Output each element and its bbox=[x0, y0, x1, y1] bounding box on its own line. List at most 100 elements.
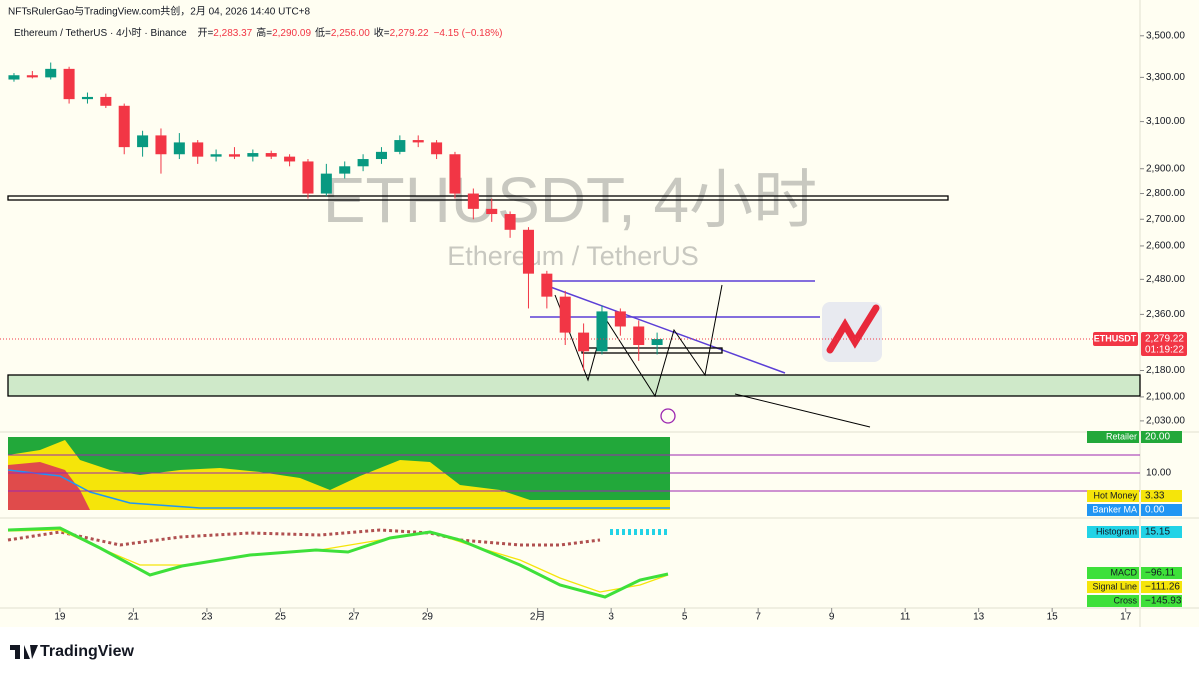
candle-body bbox=[339, 166, 351, 174]
indicator-value: 3.33 bbox=[1145, 491, 1165, 502]
x-tick-label: 27 bbox=[348, 612, 360, 623]
banker-area bbox=[8, 462, 90, 510]
indicator-name-tag bbox=[1087, 567, 1139, 579]
countdown: 01:19:22 bbox=[1145, 345, 1184, 356]
x-tick-label: 7 bbox=[755, 612, 761, 623]
indicator-value-tag bbox=[1141, 567, 1182, 579]
candle-body bbox=[284, 156, 296, 162]
support-zone bbox=[7, 374, 1141, 397]
candle-body bbox=[26, 75, 38, 78]
x-tick-label: 9 bbox=[829, 612, 835, 623]
candle-body bbox=[467, 193, 479, 209]
candle-body bbox=[541, 273, 553, 297]
x-tick-label: 13 bbox=[973, 612, 985, 623]
x-tick-label: 15 bbox=[1047, 612, 1059, 623]
indicator-name-tag bbox=[1087, 581, 1139, 593]
x-tick-label: 3 bbox=[608, 612, 614, 623]
candle-body bbox=[578, 332, 590, 352]
indicator-value-tag bbox=[1141, 431, 1182, 443]
candle-body bbox=[155, 135, 167, 155]
candle-body bbox=[486, 208, 498, 215]
chart-icon-arrow bbox=[826, 304, 880, 354]
candle-body bbox=[412, 140, 424, 143]
indicator-value: 15.15 bbox=[1145, 527, 1170, 538]
candle-body bbox=[394, 140, 406, 152]
candle-body bbox=[100, 96, 112, 106]
hot-money-area bbox=[8, 440, 670, 510]
y-tick-label: 3,300.00 bbox=[1146, 72, 1185, 83]
y-tick-label: 2,480.00 bbox=[1146, 274, 1185, 285]
indicator-name: Banker MA bbox=[1092, 504, 1137, 514]
pattern-path bbox=[554, 284, 723, 398]
indicator-name-tag bbox=[1087, 431, 1139, 443]
legend: Ethereum / TetherUS · 4小时 · Binance 开=2,… bbox=[14, 26, 503, 39]
x-tick-label: 11 bbox=[900, 612, 911, 623]
y-tick-label: 2,600.00 bbox=[1146, 241, 1185, 252]
candle-body bbox=[559, 296, 571, 333]
x-tick-label: 17 bbox=[1120, 612, 1132, 623]
event-icon bbox=[660, 408, 676, 424]
candle-body bbox=[320, 173, 332, 194]
indicator-scale-label: 10.00 bbox=[1146, 468, 1171, 479]
ohlc-label: 开= bbox=[197, 28, 213, 39]
indicator-value: 0.00 bbox=[1145, 505, 1165, 516]
y-tick-label: 3,100.00 bbox=[1146, 116, 1185, 127]
candle-body bbox=[8, 75, 20, 80]
candle-body bbox=[228, 154, 240, 157]
ohlc-label: 收= bbox=[374, 26, 390, 39]
ohlc-value: 2,283.37 bbox=[213, 28, 252, 39]
indicator-value-tag bbox=[1141, 581, 1182, 593]
x-tick-label: 5 bbox=[682, 612, 688, 623]
money-flow-pane bbox=[7, 437, 1140, 510]
ohlc-value: 2,290.09 bbox=[272, 28, 311, 39]
logo-mark bbox=[10, 645, 38, 659]
indicator-value-tag bbox=[1141, 526, 1182, 538]
candle-body bbox=[45, 68, 57, 78]
x-tick-label: 29 bbox=[422, 612, 434, 623]
x-tick-label: 23 bbox=[201, 612, 213, 623]
change: −4.15 (−0.18%) bbox=[434, 28, 503, 39]
footer-bar bbox=[0, 627, 1199, 675]
candle-body bbox=[63, 68, 75, 100]
x-tick-label: 19 bbox=[54, 612, 66, 623]
indicator-value: −111.26 bbox=[1145, 582, 1180, 593]
symbol: Ethereum / TetherUS · 4小时 · Binance bbox=[14, 27, 187, 39]
candle-body bbox=[651, 339, 663, 346]
y-tick-label: 3,500.00 bbox=[1146, 30, 1185, 41]
y-tick-label: 2,700.00 bbox=[1146, 214, 1185, 225]
brand: TradingView bbox=[40, 643, 135, 660]
candle-body bbox=[375, 151, 387, 160]
candle-body bbox=[265, 153, 277, 157]
credit: NFTsRulerGao与TradingView.com共创，2月 04, 20… bbox=[8, 5, 311, 18]
y-tick-label: 2,100.00 bbox=[1146, 392, 1185, 403]
projection-line bbox=[734, 393, 871, 428]
x-tick-label: 21 bbox=[128, 612, 140, 623]
macd-line bbox=[7, 526, 669, 599]
candle-body bbox=[633, 326, 645, 346]
x-tick-label: 25 bbox=[275, 612, 287, 623]
candle-body bbox=[504, 214, 516, 230]
indicator-name: Cross bbox=[1113, 595, 1137, 605]
x-tick-label: 2月 bbox=[530, 611, 546, 623]
candle-body bbox=[81, 96, 93, 100]
indicator-value-tag bbox=[1141, 490, 1182, 502]
indicator-value-tag bbox=[1141, 595, 1182, 607]
candle-body bbox=[614, 311, 626, 327]
candle-body bbox=[522, 229, 534, 274]
y-tick-label: 2,030.00 bbox=[1146, 416, 1185, 427]
histogram-bars bbox=[7, 528, 601, 547]
indicator-name: MACD bbox=[1111, 567, 1138, 577]
y-tick-label: 2,180.00 bbox=[1146, 365, 1185, 376]
candle-body bbox=[431, 142, 443, 155]
y-tick-label: 2,360.00 bbox=[1146, 309, 1185, 320]
indicator-value: 20.00 bbox=[1145, 432, 1170, 443]
macd-pane bbox=[7, 526, 670, 599]
candle-body bbox=[210, 154, 222, 157]
y-tick-label: 2,900.00 bbox=[1146, 163, 1185, 174]
ohlc-label: 高= bbox=[256, 26, 272, 39]
indicator-name: Signal Line bbox=[1092, 581, 1137, 591]
logo: TradingView bbox=[10, 643, 135, 660]
watermark-sub: Ethereum / TetherUS bbox=[447, 241, 699, 271]
ohlc-value: 2,256.00 bbox=[331, 28, 370, 39]
